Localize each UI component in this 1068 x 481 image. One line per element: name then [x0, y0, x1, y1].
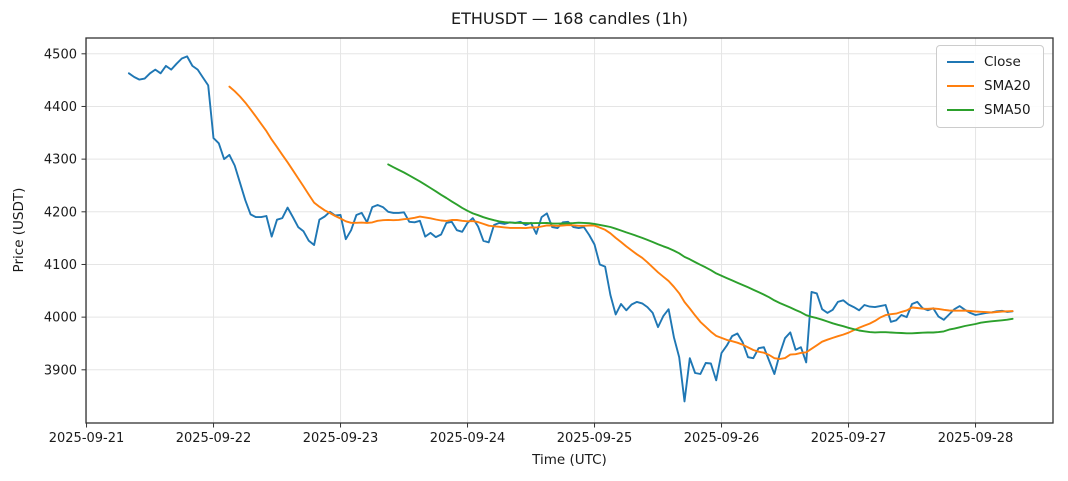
- x-tick-label: 2025-09-25: [557, 431, 633, 446]
- x-tick-label: 2025-09-23: [303, 431, 379, 446]
- y-tick-label: 4500: [44, 47, 77, 62]
- legend-label-sma20: SMA20: [984, 77, 1031, 94]
- sma20-line-swatch: [947, 85, 974, 88]
- x-tick-label: 2025-09-24: [430, 431, 506, 446]
- x-tick-label: 2025-09-27: [811, 431, 887, 446]
- close-line-swatch: [947, 61, 974, 64]
- legend-item-sma50: SMA50: [947, 102, 1031, 119]
- x-tick-label: 2025-09-21: [49, 431, 125, 446]
- legend-item-sma20: SMA20: [947, 78, 1031, 95]
- y-axis-label: Price (USDT): [11, 187, 27, 273]
- x-tick-label: 2025-09-28: [938, 431, 1014, 446]
- y-tick-label: 4400: [44, 100, 77, 115]
- legend-label-close: Close: [984, 54, 1021, 70]
- x-tick-label: 2025-09-22: [176, 431, 252, 446]
- legend-label-sma50: SMA50: [984, 101, 1031, 118]
- y-tick-label: 4100: [44, 258, 77, 273]
- chart-title: ETHUSDT — 168 candles (1h): [450, 9, 689, 28]
- y-tick-label: 4000: [44, 311, 77, 326]
- sma50-line: [387, 163, 1014, 335]
- x-tick-label: 2025-09-26: [684, 431, 760, 446]
- y-tick-label: 3900: [44, 363, 77, 378]
- sma50-line-swatch: [947, 109, 974, 112]
- y-tick-label: 4300: [44, 153, 77, 168]
- y-tick-label: 4200: [44, 205, 77, 220]
- legend: Close SMA20 SMA50: [936, 45, 1044, 128]
- x-axis-label: Time (UTC): [532, 452, 607, 468]
- plot-frame: [85, 37, 1054, 424]
- close-line: [127, 55, 1014, 403]
- legend-item-close: Close: [947, 54, 1031, 71]
- sma20-line: [228, 85, 1014, 360]
